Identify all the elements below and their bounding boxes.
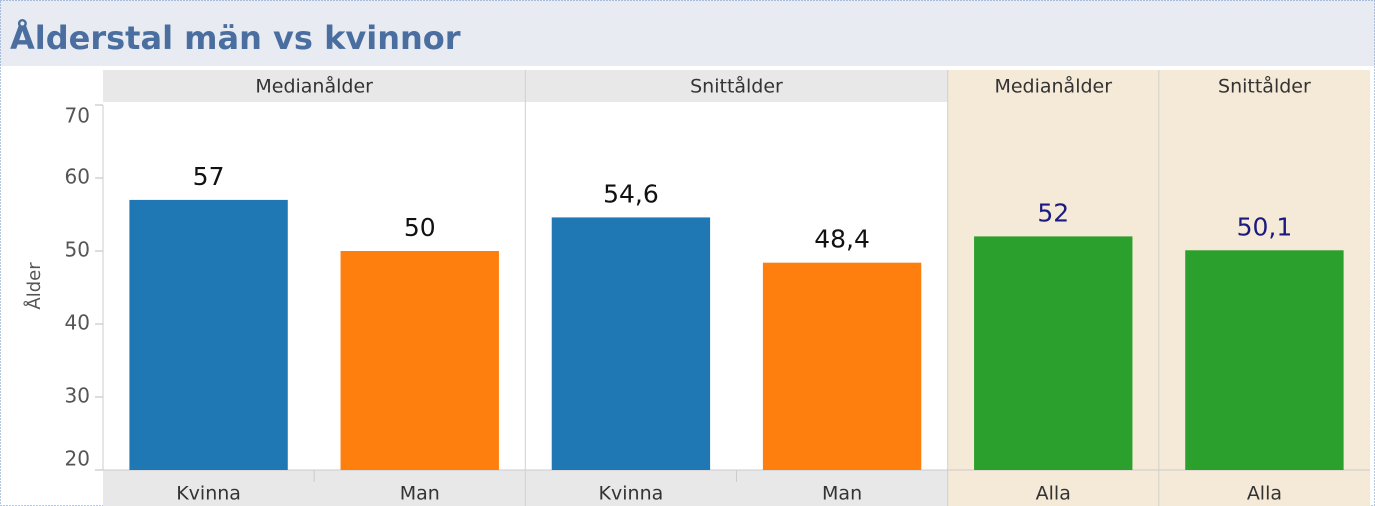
y-tick-label: 60: [65, 165, 90, 189]
title-bar: [0, 0, 1375, 66]
value-label: 50,1: [1237, 212, 1293, 241]
footer-cell: [1158, 470, 1370, 506]
panel-header: Medianålder: [255, 75, 373, 98]
y-tick-label: 70: [65, 104, 90, 128]
value-label: 54,6: [603, 179, 659, 208]
bar: [340, 251, 499, 470]
bar: [762, 262, 922, 470]
x-tick-label: Alla: [1247, 483, 1282, 505]
bar: [129, 199, 288, 470]
x-tick-label: Kvinna: [176, 483, 241, 505]
header-cell: [947, 70, 1159, 102]
y-axis-title: Ålder: [23, 262, 45, 310]
y-tick-label: 50: [65, 238, 90, 262]
y-tick-label: 30: [65, 384, 90, 408]
value-label: 48,4: [814, 225, 870, 254]
x-tick-label: Man: [822, 483, 862, 505]
panel-header: Snittålder: [1218, 75, 1311, 98]
panel-header: Snittålder: [690, 75, 783, 98]
bar: [551, 217, 711, 470]
value-label: 50: [404, 213, 436, 242]
header-cell: [525, 70, 948, 102]
value-label: 57: [193, 162, 225, 191]
x-tick-label: Man: [400, 483, 440, 505]
header-cell: [1158, 70, 1370, 102]
bar: [974, 236, 1133, 470]
y-tick-label: 40: [65, 311, 90, 335]
chart-title: Ålderstal män vs kvinnor: [10, 19, 461, 57]
value-label: 52: [1037, 198, 1069, 227]
x-tick-label: Kvinna: [599, 483, 664, 505]
y-tick-label: 20: [65, 447, 90, 471]
x-tick-label: Alla: [1036, 483, 1071, 505]
footer-cell: [947, 470, 1159, 506]
panel-header: Medianålder: [994, 75, 1112, 98]
bar: [1185, 250, 1344, 470]
header-cell: [103, 70, 526, 102]
